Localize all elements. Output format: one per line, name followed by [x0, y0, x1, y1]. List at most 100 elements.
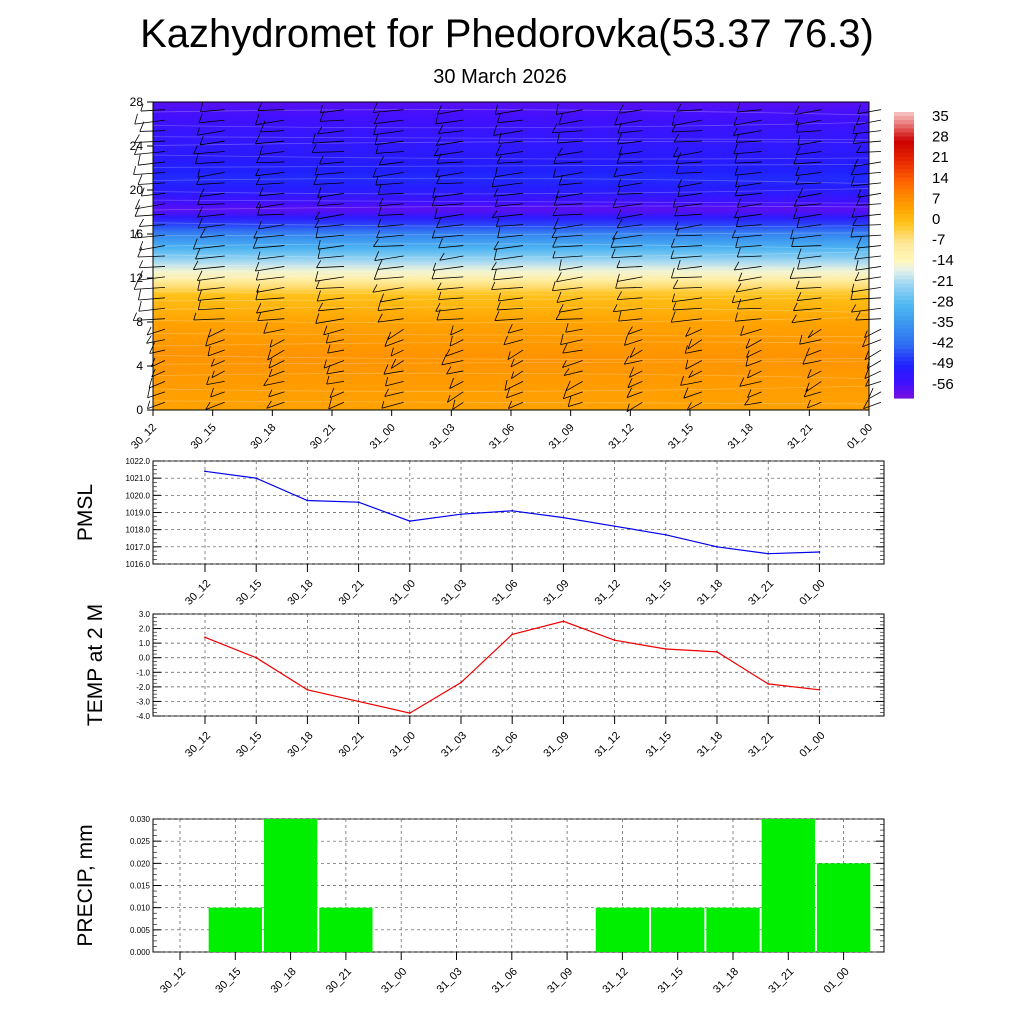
- colorbar-cell: [894, 295, 914, 301]
- wind-barb: [199, 136, 225, 146]
- temp-point: [511, 633, 514, 636]
- x-tick-label: 31_18: [711, 966, 741, 996]
- colorbar-label: -42: [932, 335, 954, 352]
- wind-barb: [552, 123, 583, 134]
- wind-barb: [268, 368, 285, 378]
- x-tick-label: 30_18: [269, 966, 299, 996]
- wind-barb: [737, 198, 762, 208]
- x-tick-label: 31_15: [656, 966, 686, 996]
- wind-barb: [504, 379, 524, 391]
- x-tick-label: 31_00: [388, 578, 418, 608]
- wind-barb: [263, 322, 285, 334]
- x-tick-label: 30_15: [234, 578, 264, 608]
- colorbar-cell: [894, 336, 914, 342]
- wind-barb: [551, 229, 583, 239]
- colorbar-cell: [894, 357, 914, 362]
- wind-barb: [255, 176, 285, 186]
- wind-barb: [616, 260, 643, 269]
- wind-barb: [377, 313, 404, 323]
- x-tick-label: 31_18: [695, 730, 725, 760]
- isotherm-line: [152, 177, 870, 185]
- wind-barb: [736, 247, 762, 258]
- wind-barb: [390, 347, 404, 357]
- wind-barb: [381, 401, 404, 409]
- wind-barb: [612, 198, 643, 209]
- wind-barb: [134, 229, 166, 239]
- wind-barb: [315, 227, 345, 239]
- wind-barb: [147, 387, 166, 399]
- colorbar: 35 28 21 14 7 0 -7 -14 -21 -28 -35 -42 -49 -56: [894, 108, 954, 399]
- y-tick-label: 0.010: [130, 904, 151, 913]
- colorbar-cell: [894, 316, 914, 321]
- wind-barb: [854, 271, 882, 282]
- wind-barb: [793, 208, 822, 220]
- wind-barb: [377, 259, 404, 270]
- wind-barb: [328, 398, 345, 410]
- colorbar-cell: [894, 263, 914, 268]
- colorbar-cell: [894, 234, 914, 240]
- colorbar-cell: [894, 361, 914, 366]
- wind-barb: [138, 218, 166, 227]
- isotherm-line: [152, 109, 870, 116]
- y-tick-label: -4.0: [136, 712, 150, 721]
- colorbar-cell: [894, 214, 914, 219]
- colorbar-cell: [894, 353, 914, 358]
- y-tick-label: 24: [130, 139, 144, 153]
- wind-barb: [676, 165, 703, 174]
- colorbar-cell: [894, 218, 914, 223]
- wind-barb: [736, 102, 762, 113]
- colorbar-cell: [894, 161, 914, 166]
- colorbar-cell: [894, 255, 914, 260]
- wind-barb: [380, 293, 404, 303]
- colorbar-label: -28: [932, 293, 954, 310]
- x-tick-label: 31_09: [547, 422, 577, 452]
- colorbar-label: 21: [932, 149, 949, 166]
- wind-barb: [149, 342, 166, 354]
- temp-point: [664, 648, 667, 650]
- y-axis-title: TEMP at 2 M: [84, 604, 107, 726]
- pmsl-point: [613, 525, 616, 528]
- wind-barb: [552, 281, 583, 292]
- y-tick-label: 0.020: [130, 859, 151, 868]
- wind-barb: [855, 311, 882, 321]
- wind-barb: [384, 388, 404, 397]
- x-tick-label: 30_12: [129, 422, 159, 452]
- wind-barb: [617, 122, 643, 134]
- colorbar-cell: [894, 165, 914, 170]
- wind-barb: [851, 283, 882, 293]
- wind-barb: [452, 399, 464, 410]
- wind-barb: [676, 103, 703, 112]
- wind-barb: [555, 312, 583, 320]
- x-tick-label: 30_12: [158, 966, 188, 996]
- y-tick-label: 0.030: [130, 815, 151, 824]
- wind-barb: [735, 236, 762, 248]
- precip-bar: [319, 907, 373, 952]
- wind-barb: [746, 349, 762, 358]
- x-tick-label: 30_15: [213, 966, 243, 996]
- wind-barb: [267, 349, 285, 361]
- wind-barb: [793, 156, 822, 165]
- wind-barb: [375, 175, 404, 186]
- colorbar-label: -49: [932, 355, 954, 372]
- wind-barb: [436, 105, 464, 115]
- wind-barb: [553, 218, 583, 230]
- wind-barb: [612, 231, 643, 240]
- temp-point: [767, 683, 770, 685]
- y-tick-label: 0: [136, 403, 143, 417]
- wind-barb: [850, 165, 882, 176]
- wind-barb: [494, 311, 524, 321]
- wind-barb: [390, 358, 404, 369]
- wind-barb: [629, 347, 643, 358]
- wind-barb: [146, 335, 166, 344]
- wind-barb: [567, 396, 583, 407]
- wind-barb: [616, 273, 643, 282]
- wind-barb: [432, 262, 464, 271]
- colorbar-label: -35: [932, 314, 954, 331]
- wind-barb: [795, 146, 822, 156]
- wind-barb: [259, 187, 285, 197]
- wind-barb: [672, 198, 703, 208]
- wind-barb: [257, 204, 285, 216]
- wind-barb: [197, 217, 225, 229]
- wind-barb: [795, 117, 822, 126]
- wind-barb: [449, 377, 464, 389]
